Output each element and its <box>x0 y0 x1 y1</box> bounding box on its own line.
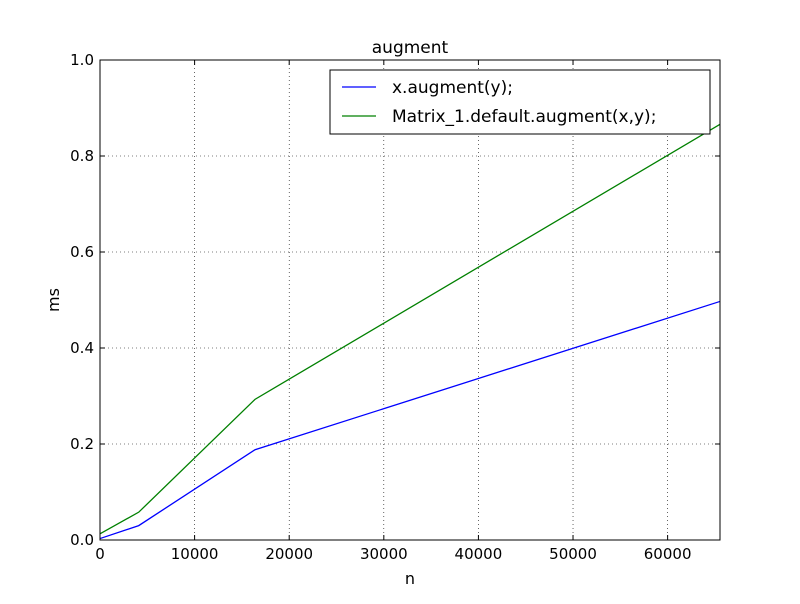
legend-label-2: Matrix_1.default.augment(x,y); <box>392 107 656 127</box>
plot-frame <box>99 59 721 541</box>
x-tick-label: 20000 <box>265 545 313 563</box>
x-tick-label: 10000 <box>171 545 219 563</box>
x-tick-label: 60000 <box>644 545 692 563</box>
x-axis-label: n <box>405 569 415 588</box>
grid <box>100 60 720 540</box>
legend-box <box>329 69 711 135</box>
y-tick-label: 0.0 <box>70 531 94 549</box>
y-axis-label: ms <box>44 288 63 312</box>
y-tick-label: 0.6 <box>70 243 94 261</box>
ticks: 0 10000 20000 30000 40000 50000 60000 0.0 0.2 0.4… <box>70 51 720 563</box>
chart-title: augment <box>372 38 449 58</box>
series-lines <box>99 123 721 540</box>
series-line-2 <box>99 123 721 535</box>
y-tick-label: 0.2 <box>70 435 94 453</box>
y-tick-label: 0.4 <box>70 339 94 357</box>
x-tick-label: 0 <box>95 545 105 563</box>
y-tick-label: 1.0 <box>70 51 94 69</box>
legend: x.augment(y); Matrix_1.default.augment(x,… <box>329 69 711 135</box>
y-tick-label: 0.8 <box>70 147 94 165</box>
x-tick-label: 40000 <box>455 545 503 563</box>
series-line-1 <box>99 300 721 540</box>
legend-label-1: x.augment(y); <box>392 78 513 98</box>
x-tick-label: 30000 <box>360 545 408 563</box>
x-tick-label: 50000 <box>549 545 597 563</box>
